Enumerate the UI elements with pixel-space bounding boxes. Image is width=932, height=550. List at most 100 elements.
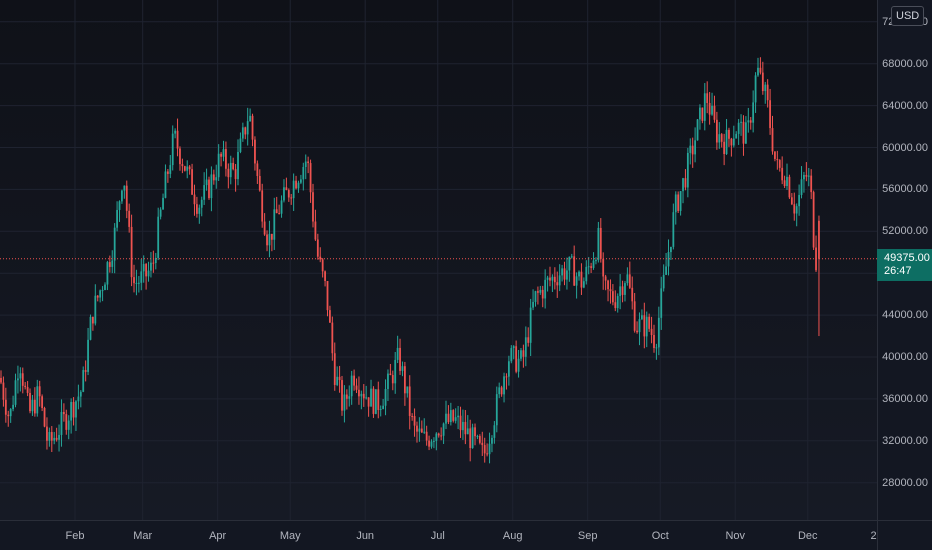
candle-body [807, 175, 810, 177]
candle-body [396, 347, 399, 360]
candle-body [462, 421, 464, 431]
candle-body [621, 286, 624, 295]
candle-body [319, 256, 322, 260]
candle-body [273, 209, 276, 240]
price-tick-label: 36000.00 [882, 392, 928, 405]
candle-body [53, 437, 56, 441]
candle-body [715, 119, 718, 143]
candle-body [786, 176, 788, 187]
candle-body [769, 100, 771, 129]
candle-body [353, 375, 356, 386]
price-tick-label: 32000.00 [882, 434, 928, 447]
time-tick-label: Aug [502, 530, 523, 542]
candle-body [558, 275, 561, 286]
candle-body [628, 274, 631, 288]
candle-body [403, 366, 406, 394]
candle-body [682, 178, 684, 192]
candle-body [694, 140, 697, 155]
candle-body [805, 174, 808, 177]
candle-body [561, 268, 563, 276]
candle-body [570, 256, 573, 258]
candle-body [26, 387, 29, 393]
candle-body [99, 290, 102, 298]
candle-body [84, 370, 87, 372]
candle-body [433, 440, 435, 442]
time-axis[interactable]: FebMarAprMayJunJulAugSepOctNovDec2022 [0, 520, 895, 550]
candle-body [532, 301, 534, 308]
candle-body [500, 387, 503, 395]
candle-body [299, 179, 302, 183]
candles [0, 57, 820, 464]
candle-body [147, 270, 150, 277]
candle-body [210, 174, 213, 199]
candle-body [556, 282, 559, 286]
candle-body [312, 192, 314, 222]
candle-body [684, 178, 687, 188]
candle-body [65, 414, 68, 430]
candle-body [287, 190, 290, 198]
candle-body [643, 315, 646, 337]
candle-body [766, 84, 769, 101]
candle-body [408, 386, 411, 416]
candle-body [587, 266, 590, 268]
candle-body [333, 353, 336, 385]
candle-body [563, 268, 566, 280]
candle-body [670, 246, 672, 253]
candle-body [0, 377, 2, 383]
candle-body [466, 428, 469, 435]
candle-body [87, 339, 89, 372]
last-price-value: 49375.00 [884, 251, 930, 264]
candle-body [818, 220, 820, 259]
price-tick-label: 44000.00 [882, 309, 928, 322]
price-tick-label: 40000.00 [882, 351, 928, 363]
candle-body [686, 152, 689, 188]
candle-body [374, 389, 377, 414]
chart-pane[interactable] [0, 0, 877, 520]
candle-body [343, 394, 346, 411]
candle-body [164, 171, 167, 198]
candle-body [239, 138, 242, 152]
candle-body [292, 180, 295, 199]
candle-body [667, 252, 670, 267]
candle-body [723, 141, 726, 155]
candle-body [2, 382, 5, 400]
candle-body [150, 262, 152, 271]
candle-body [713, 105, 716, 120]
candle-body [365, 397, 368, 399]
candle-body [82, 370, 85, 392]
candle-body [653, 335, 655, 349]
candle-body [341, 380, 343, 411]
candle-body [92, 316, 94, 324]
candle-body [478, 436, 481, 443]
candle-body [362, 393, 365, 399]
price-tick-label: 64000.00 [882, 99, 928, 112]
candle-body [399, 347, 401, 371]
candle-body [527, 337, 530, 343]
candle-body [445, 413, 447, 424]
candle-body [708, 102, 711, 115]
candle-body [495, 394, 498, 426]
candle-body [430, 441, 433, 447]
candle-body [566, 270, 568, 280]
candle-body [810, 175, 813, 193]
candle-body [7, 414, 10, 417]
candle-body [135, 282, 138, 284]
price-chart[interactable] [0, 0, 877, 520]
candle-body [302, 167, 305, 180]
candle-body [9, 409, 12, 417]
candle-body [582, 281, 585, 288]
candle-body [539, 289, 542, 293]
candle-body [38, 386, 41, 397]
candle-body [401, 366, 404, 371]
candle-body [4, 399, 7, 415]
candle-body [568, 256, 571, 271]
currency-button[interactable]: USD [891, 6, 925, 26]
candle-body [389, 373, 392, 376]
candle-body [307, 161, 310, 164]
candle-body [503, 376, 505, 395]
candle-body [377, 389, 380, 410]
candle-body [188, 166, 191, 170]
candle-body [607, 280, 609, 290]
candle-body [776, 158, 779, 161]
candle-body [198, 207, 201, 214]
